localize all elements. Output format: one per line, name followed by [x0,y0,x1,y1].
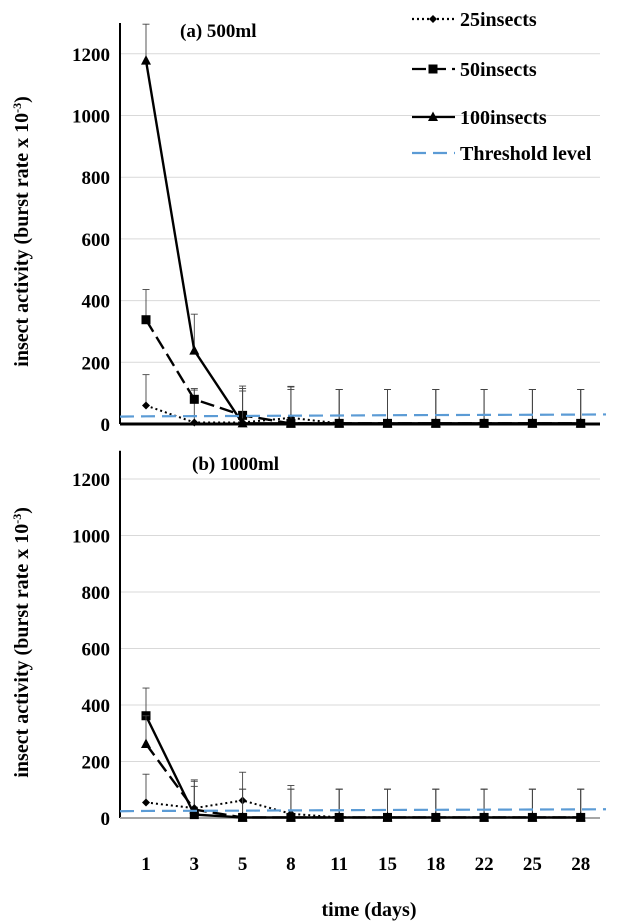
legend: 25insects 50insects 100insects Threshold le… [412,9,592,165]
x-tick-label: 8 [286,854,296,875]
panel-title: (b) 1000ml [192,454,279,475]
data-point-square [189,394,199,404]
y-tick-label: 0 [101,809,111,830]
data-point-triangle [382,417,393,428]
x-tick-label: 1 [141,854,151,875]
legend-label: 50insects [460,59,537,81]
data-point-square [189,810,199,820]
data-point-triangle [285,811,296,822]
series-25insects [142,771,585,822]
legend-label: 25insects [460,9,537,31]
series-50insects [141,687,586,822]
series-line [144,319,581,425]
series-50insects [141,289,586,428]
y-axis-label-sup: -3 [10,103,24,113]
chart-panel-b: 0 200 400 600 800 1000 1200 (b) 1000ml insect ac… [10,450,607,921]
data-point-square [141,315,151,325]
y-axis-label-main: insect activity (burst rate x 10 [11,524,33,778]
y-axis-label-main: insect activity (burst rate x 10 [11,113,33,367]
data-point-triangle [430,417,441,428]
data-point-diamond [142,798,150,807]
x-tick-label: 22 [475,854,494,875]
data-point-triangle [141,55,151,65]
data-point-triangle [527,811,538,822]
data-point-triangle [189,345,200,355]
data-point-diamond [190,418,199,427]
y-tick-label: 0 [101,415,111,436]
y-tick-label: 1000 [72,107,110,128]
x-tick-label: 3 [190,854,200,875]
series-threshold-level [119,413,607,418]
series-100insects [141,715,586,822]
series-threshold-level [119,808,607,813]
y-axis-label-close: ) [11,96,33,103]
y-tick-label: 1200 [72,470,110,491]
y-tick-label: 400 [82,292,111,313]
series-line [144,715,581,819]
data-point-triangle [334,811,345,822]
legend-label: Threshold level [460,143,592,165]
data-point-triangle [285,417,296,428]
data-point-diamond [142,401,150,410]
x-tick-label: 5 [238,854,248,875]
series-line [144,60,581,425]
legend-marker [429,15,437,23]
threshold-line [119,413,607,418]
y-tick-label: 800 [82,168,111,189]
legend-marker [428,111,438,121]
x-tick-label: 18 [426,854,445,875]
x-tick-label: 28 [571,854,590,875]
data-point-triangle [527,417,538,428]
y-axis-label-sup: -3 [10,514,24,524]
x-tick-label: 25 [523,854,542,875]
data-point-triangle [479,811,490,822]
series-100insects [141,23,586,428]
series-25insects [142,374,585,428]
threshold-line [119,808,607,813]
data-point-triangle [334,417,345,428]
y-tick-label: 200 [82,753,111,774]
data-point-triangle [141,738,151,748]
data-point-triangle [575,811,586,822]
x-tick-label: 15 [378,854,397,875]
y-tick-label: 1000 [72,527,110,548]
legend-marker [428,64,438,74]
y-tick-label: 200 [82,353,111,374]
data-point-triangle [237,417,248,428]
chart-panel-a: 0 200 400 600 800 1000 1200 (a) 500ml insect act… [10,9,607,436]
data-point-triangle [479,417,490,428]
y-tick-label: 400 [82,696,111,717]
y-tick-label: 800 [82,583,111,604]
data-point-triangle [430,811,441,822]
series-line [145,743,581,819]
data-point-triangle [575,417,586,428]
y-axis-label: insect activity (burst rate x 10-3) [10,507,33,778]
legend-label: 100insects [460,107,547,129]
y-tick-label: 600 [82,230,111,251]
data-point-triangle [237,811,248,822]
data-point-triangle [382,811,393,822]
panel-title: (a) 500ml [180,21,257,42]
y-tick-label: 600 [82,640,111,661]
y-tick-label: 1200 [72,45,110,66]
y-axis-label: insect activity (burst rate x 10-3) [10,96,33,367]
y-axis-label-close: ) [11,507,33,514]
x-tick-label: 11 [330,854,348,875]
x-axis-label: time (days) [322,899,417,921]
